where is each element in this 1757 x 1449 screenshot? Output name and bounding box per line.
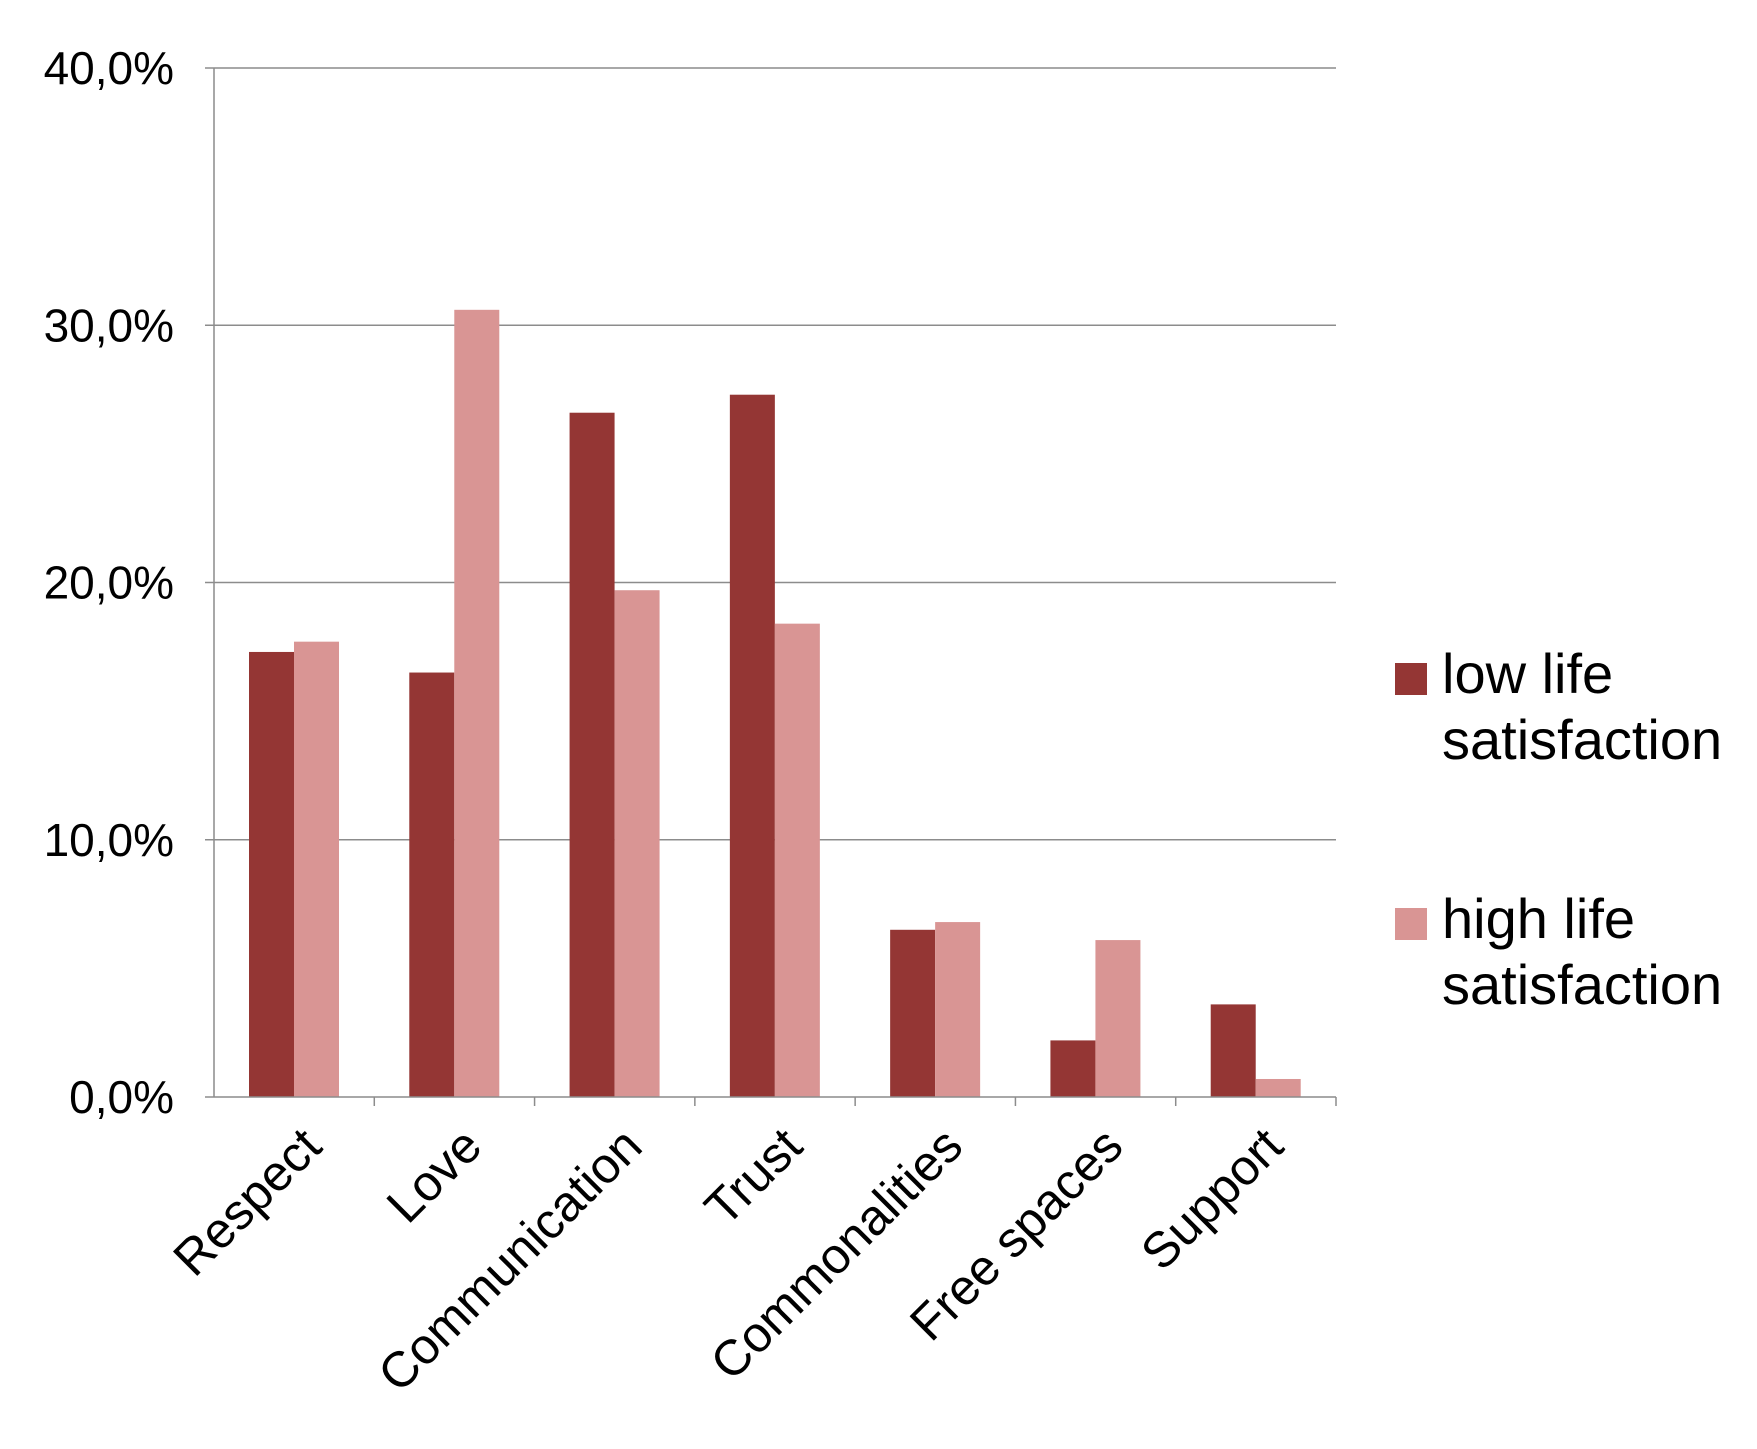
bar-low-communication bbox=[569, 412, 615, 1098]
bar-high-trust bbox=[774, 623, 820, 1097]
legend-swatch-low bbox=[1395, 663, 1427, 695]
legend: low life satisfaction high life satisfactio… bbox=[1395, 642, 1722, 1016]
legend-swatch-high bbox=[1395, 908, 1427, 940]
x-tick-label: Love bbox=[376, 1117, 492, 1233]
bar-low-free-spaces bbox=[1050, 1040, 1096, 1097]
y-tick-label: 10,0% bbox=[44, 814, 174, 866]
bar-low-love bbox=[409, 672, 455, 1097]
legend-label-low: low life satisfaction bbox=[1442, 642, 1722, 771]
y-tick-label: 20,0% bbox=[44, 557, 174, 609]
axes bbox=[213, 68, 1337, 1106]
y-tick-labels: 0,0% 10,0% 20,0% 30,0% 40,0% bbox=[44, 42, 174, 1123]
bar-high-love bbox=[454, 309, 500, 1097]
bar-low-support bbox=[1210, 1004, 1256, 1097]
bar-high-free-spaces bbox=[1095, 940, 1141, 1097]
x-tick-label: Respect bbox=[163, 1117, 332, 1286]
y-tick-label: 30,0% bbox=[44, 299, 174, 351]
bar-high-commonalities bbox=[935, 922, 981, 1097]
bar-low-commonalities bbox=[890, 929, 936, 1097]
bar-high-communication bbox=[614, 590, 660, 1097]
bars bbox=[249, 309, 1301, 1098]
y-tick-label: 0,0% bbox=[69, 1071, 174, 1123]
gridlines bbox=[205, 67, 1336, 1098]
x-tick-label: Trust bbox=[694, 1117, 813, 1236]
bar-high-support bbox=[1255, 1078, 1301, 1097]
y-tick-label: 40,0% bbox=[44, 42, 174, 94]
bar-low-respect bbox=[249, 651, 294, 1097]
bar-low-trust bbox=[729, 394, 775, 1097]
x-tick-label: Support bbox=[1130, 1117, 1294, 1281]
bar-high-respect bbox=[294, 641, 339, 1097]
legend-label-high: high life satisfaction bbox=[1442, 887, 1722, 1016]
